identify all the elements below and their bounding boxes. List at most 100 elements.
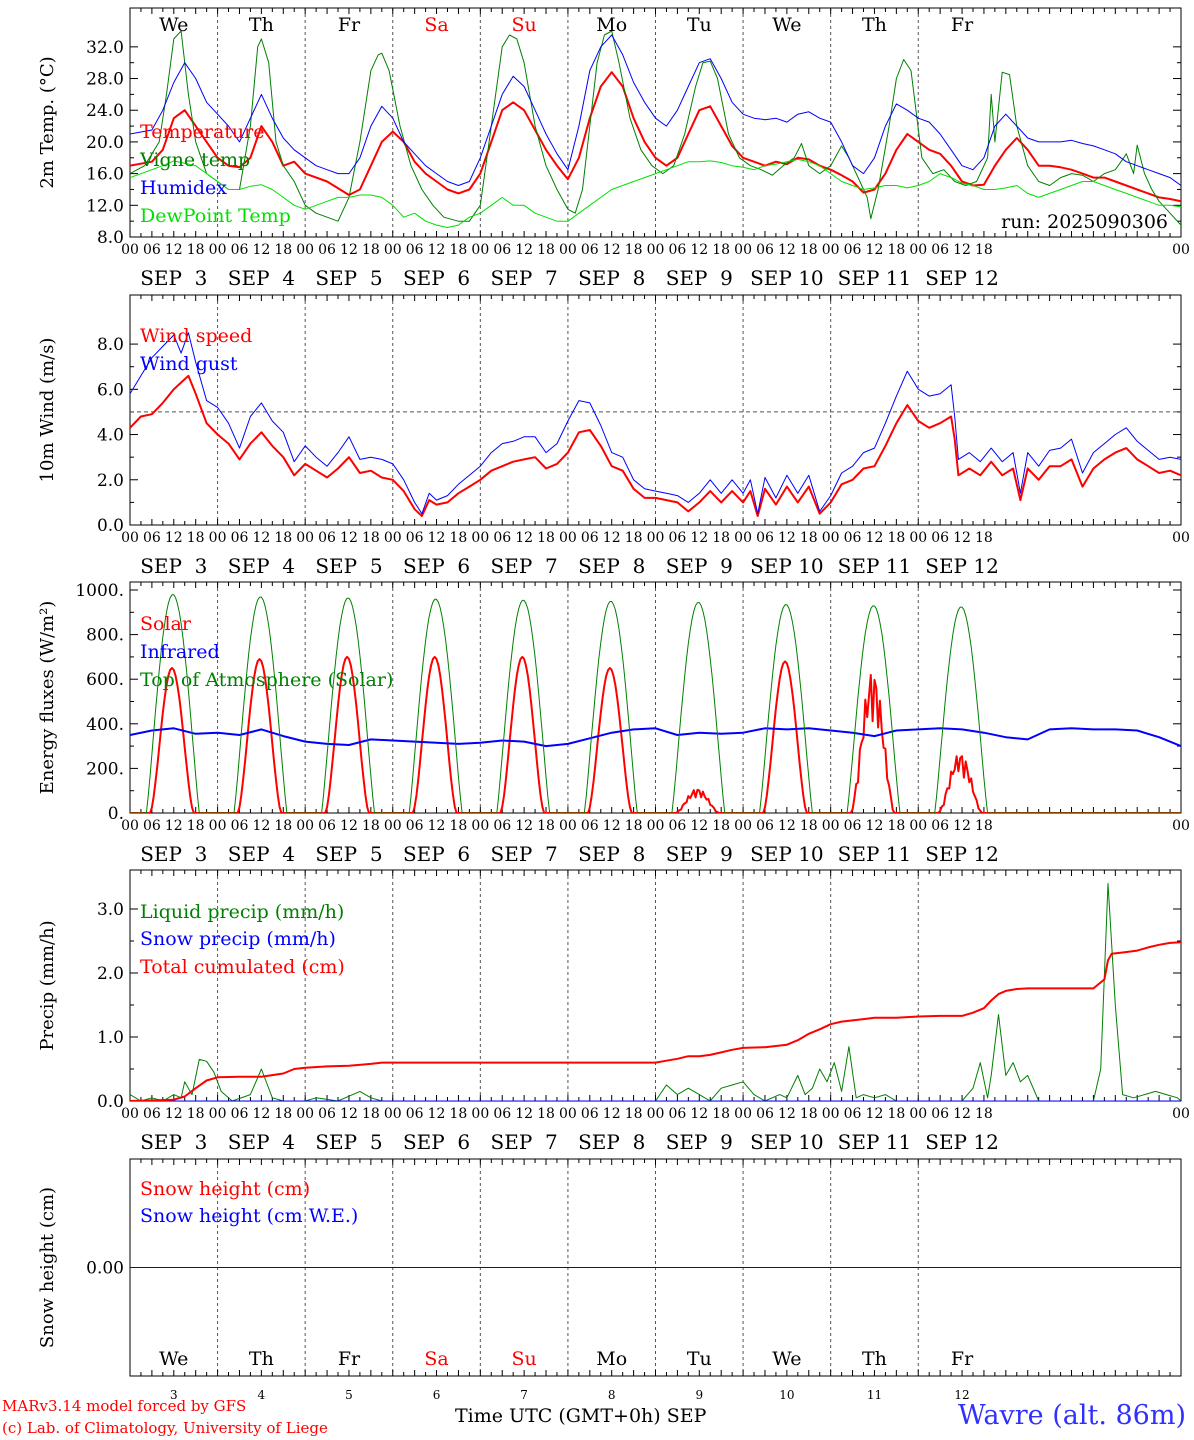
hour-tick-label: 12 xyxy=(428,818,446,834)
legend-entry: Vigne temp xyxy=(139,149,250,171)
hour-tick-label: 06 xyxy=(493,530,511,546)
hour-tick-label: 18 xyxy=(274,818,292,834)
hour-tick-label: 18 xyxy=(362,530,380,546)
hour-tick-label: 00 xyxy=(121,242,139,258)
hour-tick-label: 06 xyxy=(668,242,686,258)
legend-entry: Wind speed xyxy=(140,325,252,347)
date-label: SEP 12 xyxy=(925,266,999,290)
y-axis-label: 2m Temp. (°C) xyxy=(37,56,58,188)
date-label: SEP 11 xyxy=(838,1130,912,1154)
day-name-label: Fr xyxy=(951,1348,974,1370)
y-tick-label: 0.0 xyxy=(97,1092,124,1112)
hour-tick-label: 06 xyxy=(756,530,774,546)
hour-tick-label: 00 xyxy=(559,818,577,834)
day-number-label: 10 xyxy=(779,1388,794,1402)
date-label: SEP 5 xyxy=(315,554,382,578)
date-label: SEP 9 xyxy=(666,842,733,866)
legend-entry: Infrared xyxy=(140,641,220,663)
y-tick-label: 1000. xyxy=(75,581,124,601)
y-tick-label: 0.00 xyxy=(86,1259,124,1279)
hour-tick-label: 00 xyxy=(647,1106,665,1122)
hour-tick-label: 18 xyxy=(362,1106,380,1122)
day-number-label: 11 xyxy=(867,1388,882,1402)
legend-entry: Liquid precip (mm/h) xyxy=(140,901,344,923)
day-name-label: We xyxy=(159,1348,188,1370)
hour-tick-label: 18 xyxy=(537,1106,555,1122)
hour-tick-label: 00 xyxy=(734,1106,752,1122)
date-label: SEP 6 xyxy=(403,554,470,578)
hour-tick-label: 06 xyxy=(756,1106,774,1122)
hour-tick-label: 00 xyxy=(1172,242,1190,258)
date-label: SEP 12 xyxy=(925,1130,999,1154)
day-number-label: 8 xyxy=(608,1388,616,1402)
hour-tick-label: 00 xyxy=(121,818,139,834)
hour-tick-label: 06 xyxy=(844,818,862,834)
panel-5 xyxy=(129,1158,1182,1377)
hour-tick-label: 06 xyxy=(231,1106,249,1122)
hour-tick-label: 18 xyxy=(975,242,993,258)
hour-tick-label: 12 xyxy=(252,242,270,258)
panel-1 xyxy=(129,7,1182,238)
hour-tick-label: 06 xyxy=(844,242,862,258)
legend-entry: Top of Atmosphere (Solar) xyxy=(140,669,393,691)
date-label: SEP 3 xyxy=(140,1130,207,1154)
hour-tick-label: 12 xyxy=(515,530,533,546)
hour-tick-label: 06 xyxy=(668,1106,686,1122)
hour-tick-label: 00 xyxy=(471,818,489,834)
y-tick-label: 20.0 xyxy=(86,133,124,153)
hour-tick-label: 18 xyxy=(800,818,818,834)
hour-tick-label: 06 xyxy=(231,530,249,546)
hour-tick-label: 18 xyxy=(187,242,205,258)
hour-tick-label: 00 xyxy=(209,530,227,546)
series-line xyxy=(130,34,1181,186)
legend-entry: Snow height (cm W.E.) xyxy=(140,1205,358,1227)
hour-tick-label: 18 xyxy=(975,818,993,834)
hour-tick-label: 12 xyxy=(778,1106,796,1122)
hour-tick-label: 12 xyxy=(340,1106,358,1122)
date-label: SEP 5 xyxy=(315,842,382,866)
date-label: SEP 5 xyxy=(315,1130,382,1154)
hour-tick-label: 00 xyxy=(909,1106,927,1122)
hour-tick-label: 18 xyxy=(800,530,818,546)
hour-tick-label: 00 xyxy=(471,530,489,546)
y-tick-label: 4.0 xyxy=(97,426,124,446)
hour-tick-label: 12 xyxy=(340,818,358,834)
hour-tick-label: 06 xyxy=(844,1106,862,1122)
hour-tick-label: 12 xyxy=(866,242,884,258)
hour-tick-label: 00 xyxy=(734,530,752,546)
series-line xyxy=(130,158,1181,228)
hour-tick-label: 12 xyxy=(252,818,270,834)
day-name-label: Mo xyxy=(596,14,627,36)
hour-tick-label: 06 xyxy=(493,1106,511,1122)
legend-entry: Snow height (cm) xyxy=(140,1178,310,1200)
hour-tick-label: 00 xyxy=(559,530,577,546)
day-number-label: 6 xyxy=(433,1388,441,1402)
y-tick-label: 2.0 xyxy=(97,964,124,984)
hour-tick-label: 00 xyxy=(822,1106,840,1122)
hour-tick-label: 18 xyxy=(450,818,468,834)
day-name-label: Th xyxy=(862,14,887,36)
hour-tick-label: 00 xyxy=(647,530,665,546)
legend-entry: Solar xyxy=(140,613,192,635)
date-label: SEP 10 xyxy=(750,554,824,578)
hour-tick-label: 12 xyxy=(690,242,708,258)
hour-tick-label: 12 xyxy=(165,530,183,546)
date-label: SEP 12 xyxy=(925,842,999,866)
series-line xyxy=(130,30,1181,226)
y-tick-label: 28.0 xyxy=(86,70,124,90)
hour-tick-label: 12 xyxy=(165,242,183,258)
hour-tick-label: 00 xyxy=(1172,1106,1190,1122)
hour-tick-label: 06 xyxy=(143,530,161,546)
hour-tick-label: 06 xyxy=(231,818,249,834)
hour-tick-label: 00 xyxy=(209,818,227,834)
hour-tick-label: 06 xyxy=(406,530,424,546)
date-label: SEP 4 xyxy=(228,842,295,866)
hour-tick-label: 00 xyxy=(121,530,139,546)
hour-tick-label: 06 xyxy=(844,530,862,546)
day-number-label: 5 xyxy=(345,1388,353,1402)
hour-tick-label: 18 xyxy=(450,530,468,546)
hour-tick-label: 00 xyxy=(559,242,577,258)
hour-tick-label: 12 xyxy=(690,1106,708,1122)
series-line xyxy=(130,332,1181,515)
hour-tick-label: 06 xyxy=(143,1106,161,1122)
